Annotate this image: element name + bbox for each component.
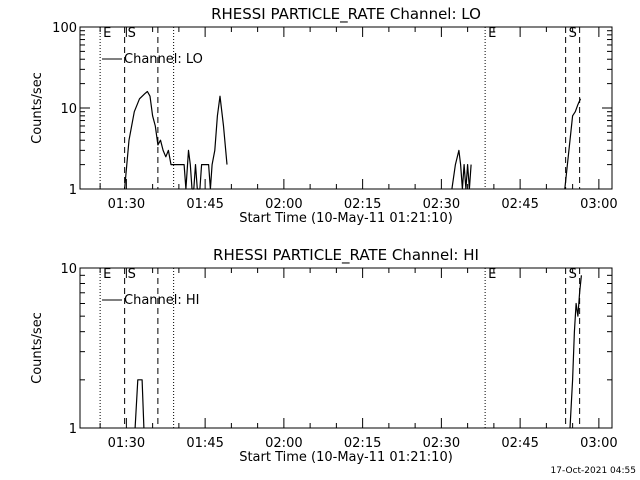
y-tick-label: 1 <box>69 422 77 437</box>
x-tick-label: 02:45 <box>501 436 538 451</box>
y-tick-label: 10 <box>60 102 77 117</box>
x-tick-label: 01:45 <box>186 436 223 451</box>
lo-rate-series-line <box>451 149 472 190</box>
hi-rate-series-line <box>569 275 582 429</box>
x-tick-label: 01:30 <box>108 436 145 451</box>
lo-channel-panel: RHESSI PARTICLE_RATE Channel: LO 01:30 01:… <box>30 5 618 226</box>
hi-rate-series-line <box>134 379 145 429</box>
x-tick-label: 03:00 <box>580 197 617 212</box>
x-tick-label: 02:00 <box>265 436 302 451</box>
x-tick-label: 02:45 <box>501 197 538 212</box>
x-axis-label: Start Time (10-May-11 01:21:10) <box>239 211 453 226</box>
y-axis-label: Counts/sec <box>30 72 45 144</box>
chart-title: RHESSI PARTICLE_RATE Channel: LO <box>211 5 481 24</box>
x-tick-label: 01:45 <box>186 197 223 212</box>
hi-channel-panel: RHESSI PARTICLE_RATE Channel: HI 01:30 01:… <box>30 246 618 465</box>
event-marker-label: S <box>569 267 577 282</box>
x-tick-label: 02:15 <box>344 197 381 212</box>
x-tick-label: 02:00 <box>265 197 302 212</box>
x-tick-label: 02:30 <box>423 436 460 451</box>
x-tick-label: 03:00 <box>580 436 617 451</box>
y-tick-label: 1 <box>69 183 77 198</box>
chart-title: RHESSI PARTICLE_RATE Channel: HI <box>213 246 479 265</box>
event-marker-label: E <box>488 267 496 282</box>
legend-entry: Channel: HI <box>124 293 200 308</box>
x-tick-label: 01:30 <box>108 197 145 212</box>
event-marker-label: E <box>488 26 496 41</box>
event-marker-label: E <box>103 26 111 41</box>
y-tick-label: 10 <box>60 262 77 277</box>
timestamp: 17-Oct-2021 04:55 <box>551 466 636 476</box>
y-tick-label: 100 <box>52 21 77 36</box>
plot-frame <box>79 267 613 429</box>
x-tick-label: 02:30 <box>423 197 460 212</box>
event-marker-label: E <box>103 267 111 282</box>
x-axis-label: Start Time (10-May-11 01:21:10) <box>239 450 453 465</box>
x-tick-label: 02:15 <box>344 436 381 451</box>
legend-entry: Channel: LO <box>124 52 203 67</box>
y-axis-label: Counts/sec <box>30 312 45 384</box>
event-marker-label: S <box>128 267 136 282</box>
lo-rate-series-line <box>564 98 582 190</box>
lo-rate-series-line <box>124 90 228 190</box>
event-marker-label: S <box>569 26 577 41</box>
event-marker-label: S <box>128 26 136 41</box>
